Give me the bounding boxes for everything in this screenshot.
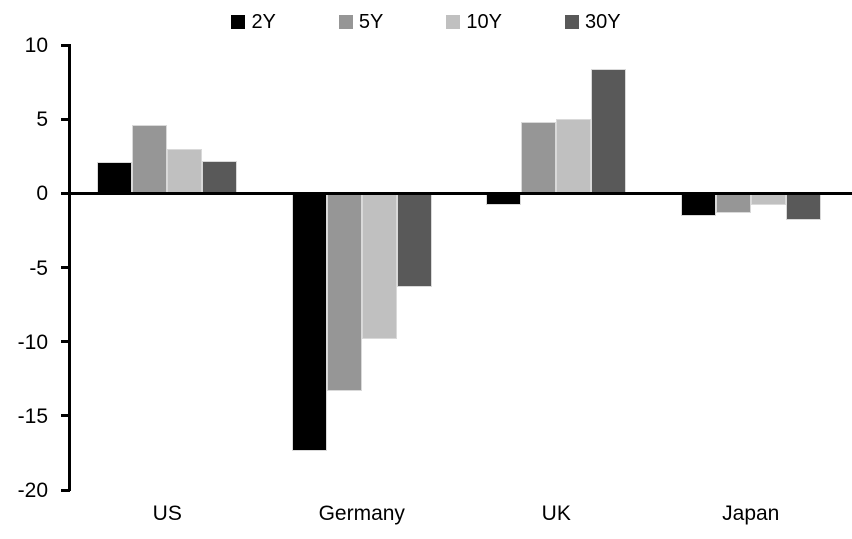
bar-us-30y <box>202 160 238 194</box>
bar-uk-10y <box>556 119 592 194</box>
y-axis-tick-label: 5 <box>36 108 48 132</box>
x-axis-label-us: US <box>152 502 182 525</box>
bar-japan-5y <box>715 193 751 213</box>
bar-japan-30y <box>785 193 821 221</box>
x-axis-labels: US Germany UK Japan <box>70 502 848 526</box>
legend-label-30y: 30Y <box>584 11 621 33</box>
y-axis-tick-label: -5 <box>29 256 48 280</box>
bar-germany-30y <box>396 193 432 287</box>
bar-uk-30y <box>591 68 627 194</box>
bar-germany-10y <box>361 193 397 339</box>
y-axis-tick <box>61 43 70 47</box>
chart-legend: 2Y 5Y 10Y 30Y <box>0 12 852 32</box>
bar-germany-2y <box>291 193 327 452</box>
legend-item-30y: 30Y <box>564 11 621 33</box>
legend-label-2y: 2Y <box>251 11 276 33</box>
y-axis-tick-label: -10 <box>17 330 48 354</box>
y-axis-tick <box>61 191 70 195</box>
legend-swatch-5y-icon <box>338 15 353 29</box>
x-axis-label-japan: Japan <box>722 502 780 525</box>
y-axis-tick-label: 10 <box>24 34 48 57</box>
bar-japan-2y <box>680 193 716 216</box>
legend-label-10y: 10Y <box>466 11 502 33</box>
y-axis-tick <box>61 117 70 121</box>
bar-uk-5y <box>521 122 557 194</box>
legend-swatch-30y-icon <box>564 15 579 29</box>
bar-us-2y <box>97 162 133 194</box>
legend-item-2y: 2Y <box>231 11 276 33</box>
y-axis-tick <box>61 340 70 344</box>
y-axis-tick <box>61 488 70 492</box>
bar-germany-5y <box>326 193 362 391</box>
y-axis-tick <box>61 414 70 418</box>
legend-item-10y: 10Y <box>446 12 502 32</box>
x-axis-label-uk: UK <box>541 502 571 525</box>
y-axis-tick <box>61 266 70 269</box>
y-axis-tick-label: -15 <box>17 404 48 428</box>
bar-us-10y <box>167 148 203 194</box>
bar-us-5y <box>132 125 168 194</box>
y-axis-tick-label: -20 <box>17 479 48 502</box>
x-axis-label-germany: Germany <box>318 502 405 525</box>
plot-area <box>61 43 852 492</box>
legend-swatch-2y-icon <box>231 15 246 29</box>
y-axis-tick-label: 0 <box>36 182 48 206</box>
zero-baseline <box>70 191 852 195</box>
bar-uk-2y <box>486 193 522 206</box>
y-axis-labels: 10 5 0 -5 -10 -15 -20 <box>0 0 58 539</box>
bar-japan-10y <box>750 193 786 206</box>
legend-label-5y: 5Y <box>358 11 384 33</box>
legend-item-5y: 5Y <box>338 11 384 33</box>
legend-swatch-10y-icon <box>446 15 461 29</box>
